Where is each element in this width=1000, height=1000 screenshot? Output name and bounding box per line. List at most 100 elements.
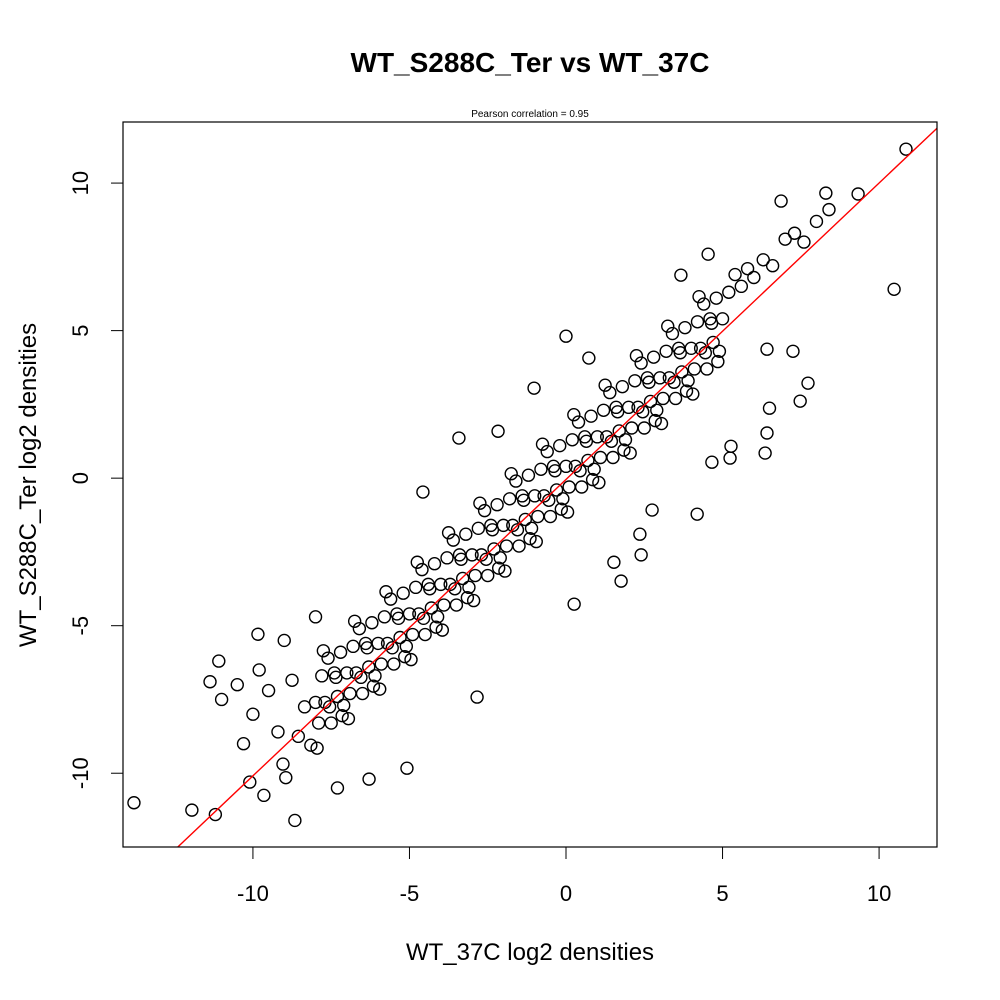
data-point (851, 187, 865, 201)
data-point (346, 639, 360, 654)
data-point (341, 711, 356, 726)
data-point (337, 698, 351, 713)
data-point (711, 354, 725, 369)
data-point (631, 400, 645, 415)
data-point (722, 285, 736, 299)
data-point (819, 186, 833, 200)
data-point (612, 424, 626, 438)
data-point (329, 670, 343, 685)
data-point (606, 450, 620, 465)
data-point (747, 270, 761, 285)
data-point (230, 678, 244, 692)
data-point (786, 344, 800, 358)
x-tick-label: 5 (716, 881, 728, 906)
data-point (548, 464, 562, 478)
data-point (760, 342, 774, 356)
data-point (335, 708, 349, 723)
data-point (354, 670, 368, 685)
data-point (435, 623, 450, 637)
data-point (809, 214, 824, 229)
data-point (449, 598, 464, 612)
data-point (517, 493, 531, 507)
data-point (404, 652, 418, 667)
data-point (760, 426, 774, 440)
data-point (316, 644, 331, 658)
data-point (440, 551, 454, 565)
data-point (455, 571, 470, 586)
data-point (518, 512, 533, 527)
data-point (618, 433, 633, 447)
data-point (573, 464, 587, 478)
data-point (416, 485, 430, 499)
data-point (383, 592, 398, 606)
data-point (603, 385, 617, 400)
data-point (734, 279, 749, 294)
data-point (705, 455, 719, 469)
data-point (642, 375, 656, 389)
data-point (418, 627, 432, 642)
data-point (765, 259, 780, 273)
data-point (427, 557, 442, 571)
data-point (692, 289, 706, 304)
y-tick-label: 0 (68, 472, 93, 484)
data-point (385, 641, 399, 655)
data-point (374, 657, 388, 671)
y-tick-label: -5 (68, 616, 93, 636)
data-point (315, 669, 329, 683)
data-point (709, 291, 723, 305)
data-point (693, 341, 708, 356)
data-point (214, 692, 229, 707)
data-point (568, 459, 583, 474)
data-point (565, 433, 579, 447)
data-point (582, 351, 596, 365)
data-point (673, 346, 687, 360)
data-point (656, 391, 670, 406)
data-point (712, 344, 727, 358)
data-point (491, 424, 505, 438)
data-point (679, 384, 694, 398)
y-tick-label: 5 (68, 324, 93, 336)
data-point (393, 630, 407, 645)
data-point (529, 534, 543, 549)
data-point (474, 548, 489, 562)
data-point (360, 641, 374, 655)
data-point (441, 526, 456, 540)
data-point (543, 509, 558, 524)
data-point (899, 142, 913, 156)
data-point (288, 813, 302, 828)
data-point (487, 542, 501, 556)
data-point (405, 627, 420, 642)
data-point (322, 700, 337, 714)
data-point (127, 796, 141, 810)
chart-subtitle: Pearson correlation = 0.95 (471, 109, 589, 120)
data-point (243, 775, 257, 789)
data-point (600, 430, 614, 444)
data-point (285, 673, 299, 687)
data-point (416, 611, 431, 626)
data-point (468, 568, 482, 583)
data-point (675, 365, 689, 379)
data-point (615, 379, 630, 394)
data-point (398, 649, 412, 664)
data-point (665, 326, 680, 341)
data-point (610, 405, 625, 419)
data-point (623, 446, 637, 460)
data-point (236, 737, 251, 751)
data-point (257, 788, 271, 803)
x-axis-label: WT_37C log2 densities (406, 939, 654, 966)
data-point (585, 472, 600, 487)
data-point (562, 480, 576, 494)
data-point (437, 598, 451, 612)
data-point (330, 781, 345, 795)
data-point (625, 421, 639, 435)
data-point (498, 564, 512, 578)
data-point (454, 552, 468, 567)
data-point (634, 548, 648, 562)
data-point (637, 421, 651, 435)
data-point (252, 663, 266, 677)
data-point (512, 539, 526, 553)
data-point (686, 387, 700, 401)
data-point (271, 725, 285, 739)
data-point (523, 531, 537, 546)
